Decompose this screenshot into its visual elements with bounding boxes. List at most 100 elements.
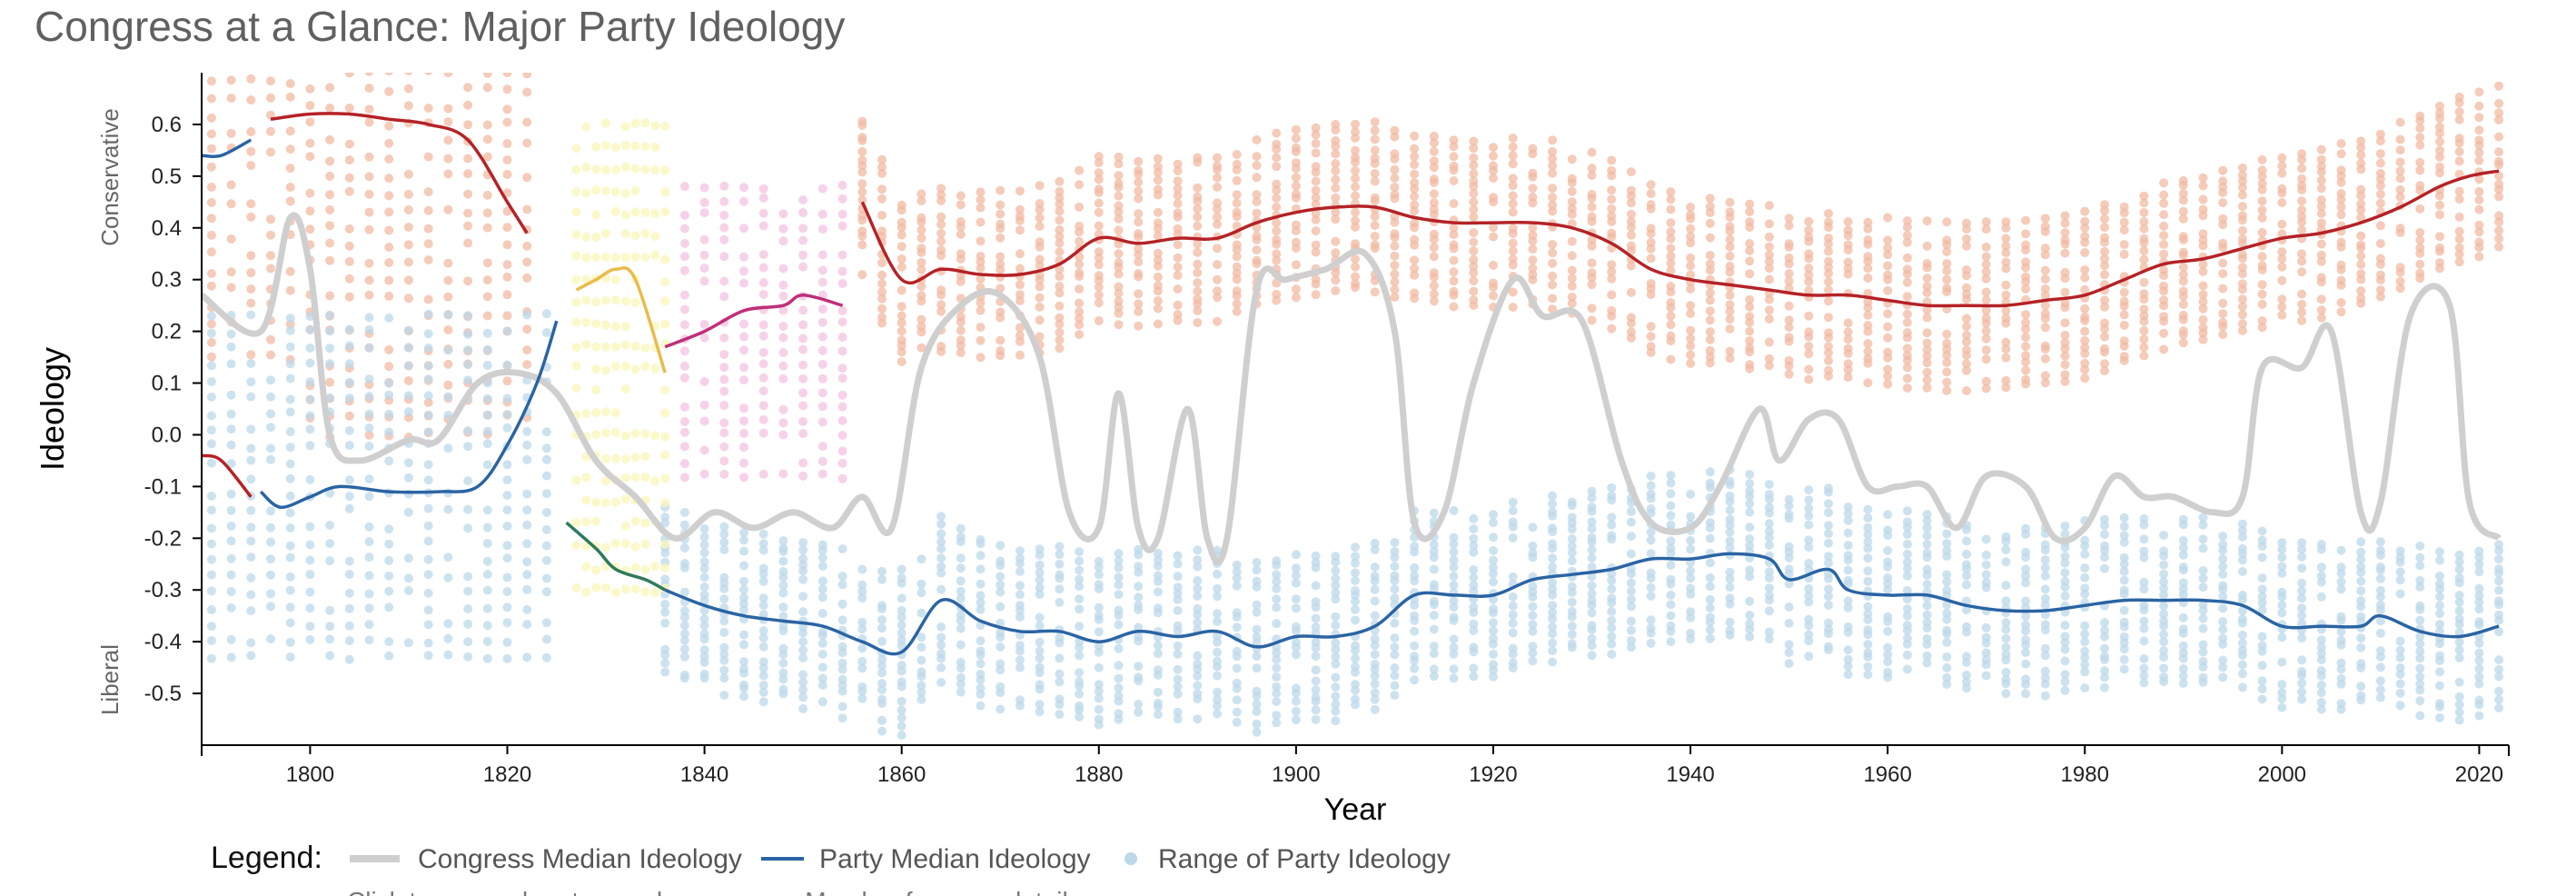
member-dot[interactable] [2474, 227, 2484, 237]
member-dot[interactable] [2040, 323, 2050, 333]
member-dot[interactable] [591, 253, 601, 263]
member-dot[interactable] [2494, 179, 2504, 189]
member-dot[interactable] [601, 252, 610, 262]
member-dot[interactable] [1725, 514, 1735, 524]
member-dot[interactable] [1705, 533, 1715, 543]
member-dot[interactable] [2100, 632, 2109, 642]
member-dot[interactable] [817, 584, 827, 594]
member-dot[interactable] [1252, 231, 1262, 241]
member-dot[interactable] [1390, 547, 1400, 556]
member-dot[interactable] [1094, 714, 1104, 724]
member-dot[interactable] [817, 697, 827, 707]
member-dot[interactable] [1429, 281, 1439, 291]
member-dot[interactable] [1666, 590, 1676, 600]
member-dot[interactable] [1548, 629, 1558, 639]
member-dot[interactable] [1548, 638, 1558, 648]
member-dot[interactable] [699, 250, 709, 260]
member-dot[interactable] [443, 169, 453, 179]
member-dot[interactable] [660, 277, 670, 287]
member-dot[interactable] [1213, 153, 1222, 163]
member-dot[interactable] [1705, 259, 1715, 269]
member-dot[interactable] [1232, 695, 1242, 705]
member-dot[interactable] [1725, 353, 1735, 363]
member-dot[interactable] [1331, 573, 1341, 583]
member-dot[interactable] [1035, 662, 1045, 672]
member-dot[interactable] [502, 188, 512, 198]
member-dot[interactable] [2198, 204, 2208, 214]
member-dot[interactable] [1094, 642, 1104, 652]
member-dot[interactable] [630, 252, 640, 262]
member-dot[interactable] [1153, 231, 1163, 241]
member-dot[interactable] [817, 317, 827, 327]
member-dot[interactable] [423, 475, 433, 485]
member-dot[interactable] [2415, 615, 2425, 625]
member-dot[interactable] [1390, 562, 1400, 572]
member-dot[interactable] [2316, 313, 2326, 323]
member-dot[interactable] [2060, 248, 2070, 258]
member-dot[interactable] [1370, 538, 1380, 548]
member-dot[interactable] [1548, 258, 1558, 268]
member-dot[interactable] [1962, 365, 1971, 375]
member-dot[interactable] [1193, 212, 1203, 222]
member-dot[interactable] [601, 498, 610, 508]
member-dot[interactable] [246, 474, 256, 484]
member-dot[interactable] [1863, 662, 1873, 672]
member-dot[interactable] [758, 576, 768, 586]
member-dot[interactable] [956, 672, 966, 682]
member-dot[interactable] [2415, 632, 2425, 642]
member-dot[interactable] [739, 663, 748, 673]
member-dot[interactable] [246, 43, 255, 52]
member-dot[interactable] [2080, 326, 2090, 336]
member-dot[interactable] [2297, 678, 2307, 688]
member-dot[interactable] [2474, 711, 2484, 721]
member-dot[interactable] [739, 458, 748, 468]
member-dot[interactable] [1942, 570, 1952, 580]
member-dot[interactable] [2040, 291, 2050, 301]
member-dot[interactable] [2435, 571, 2444, 581]
member-dot[interactable] [1725, 242, 1735, 252]
member-dot[interactable] [463, 572, 473, 582]
member-dot[interactable] [1252, 255, 1262, 265]
member-dot[interactable] [2316, 305, 2326, 315]
member-dot[interactable] [2178, 648, 2188, 658]
member-dot[interactable] [916, 314, 926, 324]
member-dot[interactable] [1548, 608, 1558, 618]
member-dot[interactable] [2474, 204, 2484, 214]
member-dot[interactable] [1291, 293, 1301, 303]
member-dot[interactable] [739, 546, 748, 556]
member-dot[interactable] [2178, 214, 2188, 224]
member-dot[interactable] [2198, 281, 2208, 291]
member-dot[interactable] [1232, 198, 1242, 208]
member-dot[interactable] [463, 523, 473, 533]
member-dot[interactable] [778, 305, 788, 315]
member-dot[interactable] [897, 200, 907, 210]
member-dot[interactable] [1705, 478, 1715, 488]
member-dot[interactable] [679, 670, 689, 680]
member-dot[interactable] [936, 662, 946, 672]
member-dot[interactable] [1922, 216, 1932, 226]
member-dot[interactable] [1429, 268, 1439, 278]
member-dot[interactable] [2375, 537, 2385, 547]
member-dot[interactable] [364, 172, 374, 182]
member-dot[interactable] [2435, 609, 2444, 619]
member-dot[interactable] [2375, 601, 2385, 610]
member-dot[interactable] [2218, 532, 2228, 542]
member-dot[interactable] [679, 290, 689, 300]
member-dot[interactable] [443, 380, 453, 390]
member-dot[interactable] [1666, 234, 1676, 244]
member-dot[interactable] [1745, 269, 1755, 279]
member-dot[interactable] [522, 426, 532, 436]
member-dot[interactable] [1902, 594, 1912, 604]
member-dot[interactable] [1055, 225, 1065, 234]
member-dot[interactable] [956, 553, 966, 563]
member-dot[interactable] [2454, 226, 2464, 236]
member-dot[interactable] [305, 587, 315, 597]
member-dot[interactable] [2257, 694, 2267, 704]
member-dot[interactable] [1863, 640, 1873, 650]
member-dot[interactable] [285, 314, 295, 324]
member-dot[interactable] [1114, 683, 1124, 693]
member-dot[interactable] [305, 603, 315, 613]
member-dot[interactable] [1055, 653, 1065, 663]
member-dot[interactable] [1784, 333, 1794, 343]
member-dot[interactable] [817, 469, 827, 479]
